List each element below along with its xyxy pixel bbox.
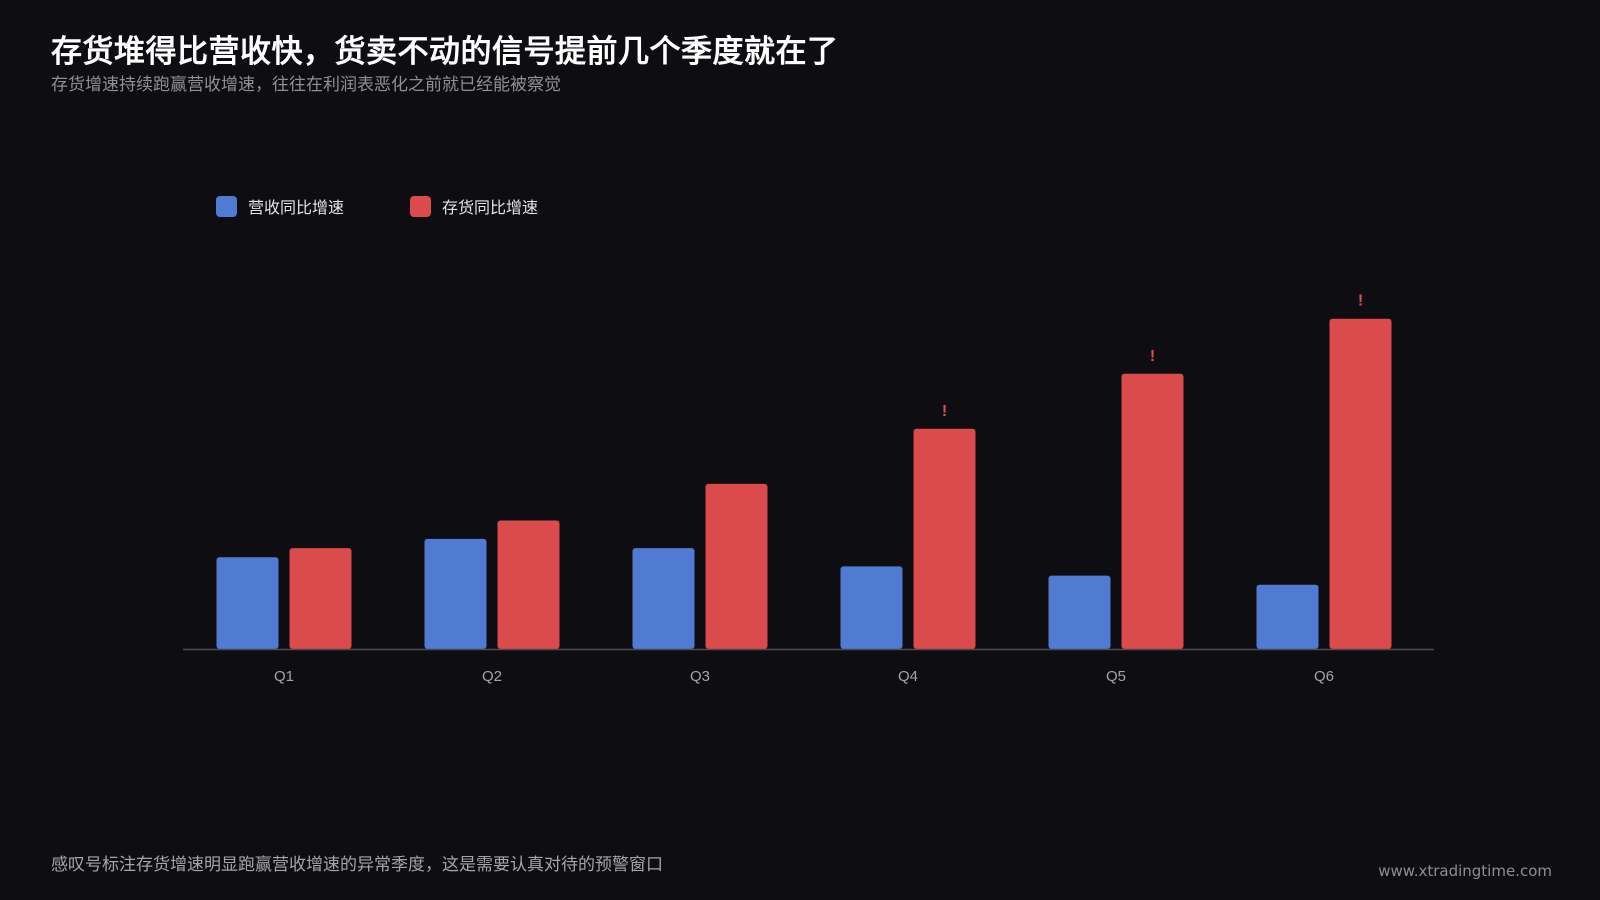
warning-marker: ! xyxy=(942,403,947,420)
bar-revenue xyxy=(1048,575,1111,649)
bar-inventory xyxy=(497,520,560,649)
bar-revenue xyxy=(840,566,903,649)
legend-swatch-inventory xyxy=(410,195,432,217)
warning-marker: ! xyxy=(1358,293,1363,310)
footnote: 感叹号标注存货增速明显跑赢营收增速的异常季度，这是需要认真对待的预警窗口 xyxy=(51,855,663,875)
bar-inventory xyxy=(289,548,352,649)
watermark: www.xtradingtime.com xyxy=(1378,862,1552,880)
x-tick-label: Q3 xyxy=(690,668,710,685)
x-tick-label: Q6 xyxy=(1314,668,1334,685)
legend: 营收同比增速 存货同比增速 xyxy=(216,194,604,218)
legend-label-inventory: 存货同比增速 xyxy=(442,198,539,217)
legend-label-revenue: 营收同比增速 xyxy=(248,198,345,217)
x-tick-label: Q5 xyxy=(1106,668,1126,685)
bar-inventory xyxy=(1121,373,1184,649)
legend-swatch-revenue xyxy=(216,195,237,217)
warning-marker: ! xyxy=(1150,348,1155,365)
bar-inventory xyxy=(705,483,768,649)
bar-revenue xyxy=(216,557,279,649)
x-tick-label: Q1 xyxy=(274,668,294,685)
legend-item-inventory: 存货同比增速 xyxy=(410,194,538,218)
chart-subtitle: 存货增速持续跑赢营收增速，往往在利润表恶化之前就已经能被察觉 xyxy=(51,75,561,95)
bar-revenue xyxy=(424,538,487,649)
bar-revenue xyxy=(1256,584,1319,649)
x-tick-label: Q2 xyxy=(482,668,502,685)
legend-item-revenue: 营收同比增速 xyxy=(216,194,344,218)
bar-inventory xyxy=(913,428,976,649)
chart-title: 存货堆得比营收快，货卖不动的信号提前几个季度就在了 xyxy=(51,34,839,70)
bar-inventory xyxy=(1329,318,1392,649)
x-tick-label: Q4 xyxy=(898,668,918,685)
bar-revenue xyxy=(632,548,695,649)
